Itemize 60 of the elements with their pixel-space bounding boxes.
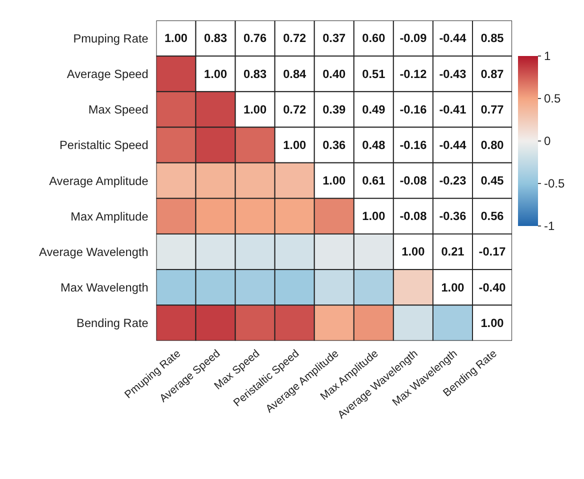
text: 0.85 bbox=[480, 31, 504, 46]
text: -0.08 bbox=[400, 174, 427, 188]
text: 0.49 bbox=[362, 102, 386, 116]
y-tick-label: Average Speed bbox=[66, 67, 148, 82]
y-tick-label: Average Amplitude bbox=[49, 174, 149, 188]
text: 1.00 bbox=[322, 174, 346, 188]
text: 0.37 bbox=[322, 31, 346, 46]
text: -0.16 bbox=[400, 102, 427, 116]
text: 0.76 bbox=[244, 31, 267, 46]
y-tick-label: Average Wavelength bbox=[39, 244, 148, 259]
text: 0.51 bbox=[362, 66, 386, 81]
text: 0.83 bbox=[204, 31, 228, 46]
text: 0.84 bbox=[283, 66, 306, 81]
y-tick-label: Max Wavelength bbox=[60, 280, 148, 295]
text: 0.36 bbox=[322, 138, 346, 152]
text: -0.40 bbox=[478, 280, 506, 294]
text: -0.23 bbox=[439, 174, 466, 188]
text: 0.77 bbox=[480, 102, 504, 116]
text: 0.72 bbox=[283, 102, 306, 116]
text: 1.00 bbox=[244, 102, 267, 116]
text: -0.44 bbox=[439, 138, 466, 152]
text: 0.83 bbox=[244, 66, 267, 81]
text: -0.08 bbox=[400, 209, 427, 224]
text: 1.00 bbox=[362, 209, 386, 224]
text: 1.00 bbox=[441, 280, 464, 294]
color-bar-label: -0.5 bbox=[544, 176, 566, 190]
text: 0.45 bbox=[480, 174, 504, 188]
text: 0.72 bbox=[283, 31, 306, 46]
y-tick-label: Peristaltic Speed bbox=[59, 138, 148, 152]
text: 0.61 bbox=[362, 174, 386, 188]
color-bar-label: 0.5 bbox=[544, 92, 562, 106]
text: 0.56 bbox=[480, 209, 504, 224]
color-bar-label: -1 bbox=[544, 219, 555, 233]
text: 0.40 bbox=[322, 66, 346, 81]
text: -0.41 bbox=[439, 102, 466, 116]
text: 1.00 bbox=[164, 31, 188, 46]
text: -0.17 bbox=[478, 244, 506, 259]
color-bar-label: 0 bbox=[544, 134, 551, 148]
text: -0.43 bbox=[439, 66, 466, 81]
text: -0.12 bbox=[400, 66, 427, 81]
text: 0.21 bbox=[441, 244, 464, 259]
color-bar-label: 1 bbox=[544, 49, 551, 63]
text: 1.00 bbox=[204, 66, 228, 81]
text: 1.00 bbox=[283, 138, 306, 152]
y-tick-label: Pmuping Rate bbox=[73, 31, 149, 46]
colorbar: 1 0.5 0 -0.5 -1 bbox=[516, 48, 576, 238]
y-tick-label: Max Speed bbox=[88, 102, 148, 117]
text: -0.16 bbox=[400, 138, 427, 152]
text: -0.44 bbox=[439, 31, 466, 46]
y-tick-label: Max Amplitude bbox=[70, 209, 149, 224]
text: 0.87 bbox=[480, 66, 504, 81]
text: -0.09 bbox=[400, 31, 427, 46]
text: 0.39 bbox=[322, 102, 346, 116]
y-tick-label: Bending Rate bbox=[76, 316, 149, 330]
text: 1.00 bbox=[402, 244, 425, 259]
text: 1.00 bbox=[480, 316, 504, 330]
text: -0.36 bbox=[439, 209, 466, 224]
text: 0.60 bbox=[362, 31, 386, 46]
text: 0.80 bbox=[480, 138, 504, 152]
text: 0.48 bbox=[362, 138, 386, 152]
